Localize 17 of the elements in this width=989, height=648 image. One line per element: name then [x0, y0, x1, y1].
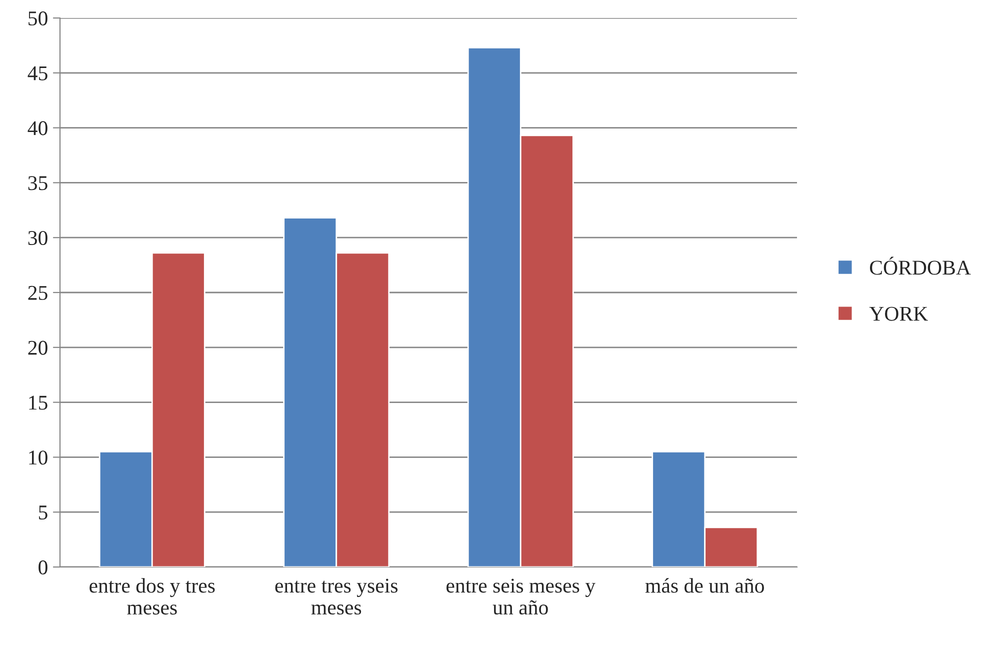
y-tick-label: 25	[28, 286, 48, 300]
y-tick-label: 35	[28, 176, 48, 190]
y-tick-label: 45	[28, 66, 48, 80]
x-tick-label: entre tres yseis meses	[275, 578, 398, 615]
y-tick-label: 5	[38, 506, 48, 520]
y-tick-label: 15	[29, 396, 48, 410]
legend-label: CÓRDOBA	[870, 256, 971, 275]
y-tick-label: 50	[28, 11, 48, 26]
y-tick-label: 20	[28, 340, 48, 355]
y-tick-label: 0	[38, 560, 48, 574]
y-tick-label: 40	[28, 121, 48, 136]
x-tick-label: más de un año	[645, 578, 764, 593]
y-tick-label: 30	[28, 230, 48, 246]
legend-label: YORK	[869, 306, 928, 321]
x-tick-label: entre seis meses y un año	[446, 578, 596, 615]
x-tick-label: entre dos y tres meses	[90, 578, 215, 615]
y-tick-label: 10	[29, 450, 48, 465]
